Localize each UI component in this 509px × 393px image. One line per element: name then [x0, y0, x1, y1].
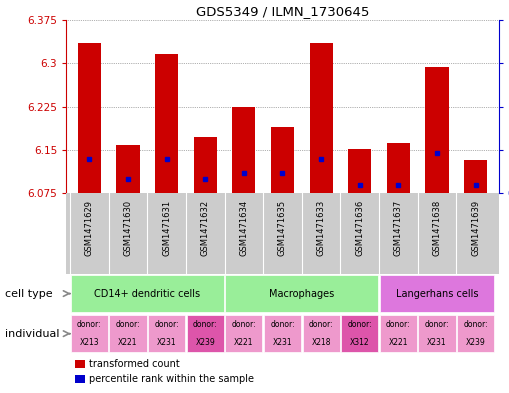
Bar: [348, 149, 372, 193]
Bar: [117, 145, 139, 193]
Text: donor:: donor:: [425, 320, 449, 329]
Text: GSM1471637: GSM1471637: [394, 200, 403, 256]
Text: X231: X231: [427, 338, 447, 347]
Text: donor:: donor:: [463, 320, 488, 329]
Bar: [193, 137, 217, 193]
Bar: [71, 315, 108, 352]
Text: donor:: donor:: [232, 320, 256, 329]
Text: GSM1471630: GSM1471630: [124, 200, 132, 256]
Bar: [225, 275, 378, 312]
Bar: [187, 315, 224, 352]
Text: GSM1471636: GSM1471636: [355, 200, 364, 256]
Text: individual: individual: [5, 329, 60, 339]
Text: Langerhans cells: Langerhans cells: [396, 288, 478, 299]
Text: GSM1471632: GSM1471632: [201, 200, 210, 256]
Text: X312: X312: [350, 338, 370, 347]
Legend: transformed count, percentile rank within the sample: transformed count, percentile rank withi…: [71, 356, 258, 388]
Bar: [464, 160, 487, 193]
Text: X239: X239: [466, 338, 486, 347]
Bar: [225, 315, 263, 352]
Text: X218: X218: [312, 338, 331, 347]
Text: donor:: donor:: [193, 320, 217, 329]
Text: GSM1471631: GSM1471631: [162, 200, 171, 256]
Text: donor:: donor:: [309, 320, 333, 329]
Bar: [271, 127, 294, 193]
Text: GSM1471633: GSM1471633: [317, 200, 326, 256]
Text: cell type: cell type: [5, 288, 53, 299]
Text: X221: X221: [234, 338, 253, 347]
Bar: [302, 315, 340, 352]
Bar: [341, 315, 378, 352]
Text: GSM1471634: GSM1471634: [239, 200, 248, 256]
Text: GSM1471629: GSM1471629: [85, 200, 94, 256]
Text: donor:: donor:: [348, 320, 372, 329]
Text: donor:: donor:: [77, 320, 102, 329]
Bar: [387, 143, 410, 193]
Bar: [426, 67, 448, 193]
Text: donor:: donor:: [270, 320, 295, 329]
Text: X213: X213: [79, 338, 99, 347]
Bar: [78, 43, 101, 193]
Title: GDS5349 / ILMN_1730645: GDS5349 / ILMN_1730645: [196, 6, 369, 18]
Bar: [380, 315, 417, 352]
Bar: [71, 275, 224, 312]
Text: donor:: donor:: [116, 320, 140, 329]
Text: CD14+ dendritic cells: CD14+ dendritic cells: [94, 288, 201, 299]
Text: X221: X221: [389, 338, 408, 347]
Text: X221: X221: [118, 338, 138, 347]
Text: GSM1471638: GSM1471638: [433, 200, 441, 256]
Bar: [148, 315, 185, 352]
Bar: [418, 315, 456, 352]
Text: donor:: donor:: [386, 320, 411, 329]
Text: donor:: donor:: [154, 320, 179, 329]
Text: GSM1471639: GSM1471639: [471, 200, 480, 256]
Text: Macrophages: Macrophages: [269, 288, 334, 299]
Bar: [264, 315, 301, 352]
Bar: [457, 315, 494, 352]
Bar: [309, 43, 333, 193]
Text: X239: X239: [195, 338, 215, 347]
Text: X231: X231: [273, 338, 292, 347]
Bar: [109, 315, 147, 352]
Bar: [155, 54, 178, 193]
Text: X231: X231: [157, 338, 177, 347]
Bar: [380, 275, 494, 312]
Bar: [232, 107, 256, 193]
Text: GSM1471635: GSM1471635: [278, 200, 287, 256]
